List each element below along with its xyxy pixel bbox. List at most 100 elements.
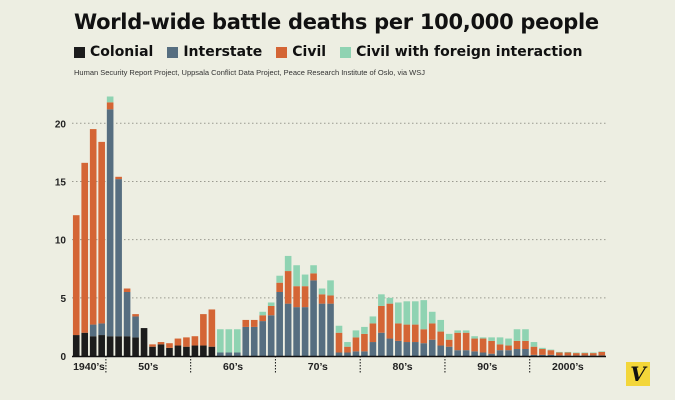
decade-label: 60’s bbox=[223, 361, 243, 373]
bar-segment-colonial bbox=[200, 345, 207, 356]
bar-segment-civil-foreign bbox=[284, 255, 292, 272]
bar-segment-interstate bbox=[564, 355, 572, 356]
y-tick-label: 10 bbox=[55, 236, 67, 247]
chart-source: Human Security Report Project, Uppsala C… bbox=[74, 68, 425, 77]
bar-segment-interstate bbox=[589, 355, 597, 356]
bar-segment-civil-foreign bbox=[411, 301, 419, 325]
bar-segment-interstate bbox=[573, 355, 580, 356]
bar-segment-interstate bbox=[437, 345, 445, 356]
bar-segment-interstate bbox=[344, 352, 351, 356]
decade-label: 80’s bbox=[393, 361, 413, 373]
bar-segment-interstate bbox=[522, 349, 529, 356]
bar-segment-interstate bbox=[403, 342, 411, 356]
bar-segment-civil bbox=[437, 331, 445, 346]
bar-segment-civil bbox=[293, 286, 300, 308]
bar-segment-interstate bbox=[318, 303, 326, 356]
bar-segment-civil bbox=[556, 352, 563, 356]
bar-segment-civil bbox=[564, 352, 572, 356]
bar-segment-civil-foreign bbox=[589, 352, 597, 354]
bar-segment-interstate bbox=[233, 352, 241, 356]
bar-segment-colonial bbox=[81, 332, 89, 356]
chart-title: World-wide battle deaths per 100,000 peo… bbox=[74, 10, 599, 34]
bar-segment-civil-foreign bbox=[496, 337, 504, 345]
legend-swatch-civil bbox=[276, 46, 288, 58]
decade-label: 90’s bbox=[477, 361, 497, 373]
bar-segment-civil-foreign bbox=[344, 342, 351, 347]
legend-item-civil: Civil bbox=[276, 44, 326, 60]
logo-letter: V bbox=[630, 362, 646, 386]
bar-segment-civil bbox=[479, 338, 487, 353]
bar-segment-civil bbox=[522, 340, 529, 350]
bar-segment-civil-foreign bbox=[310, 265, 317, 274]
bar-segment-civil-foreign bbox=[556, 351, 563, 353]
bar-segment-civil bbox=[208, 309, 216, 347]
bar-segment-civil bbox=[462, 332, 470, 351]
bar-segment-civil-foreign bbox=[479, 337, 487, 339]
legend-swatch-civil-foreign bbox=[340, 46, 352, 58]
bar-segment-interstate bbox=[115, 179, 122, 337]
bar-segment-civil-foreign bbox=[301, 274, 309, 287]
bar-segment-civil-foreign bbox=[276, 275, 283, 283]
y-tick-label: 0 bbox=[60, 352, 66, 363]
bar-segment-interstate bbox=[462, 350, 470, 356]
legend-swatch-interstate bbox=[167, 46, 179, 58]
bar-segment-interstate bbox=[530, 354, 538, 356]
y-tick-label: 5 bbox=[60, 294, 66, 305]
bar-segment-colonial bbox=[72, 335, 80, 356]
legend-label-civil-foreign: Civil with foreign interaction bbox=[356, 44, 583, 60]
bar-segment-interstate bbox=[420, 343, 428, 356]
bar-segment-colonial bbox=[140, 328, 148, 356]
decade-label: 50’s bbox=[138, 361, 158, 373]
bar-segment-interstate bbox=[276, 292, 283, 356]
bar-segment-colonial bbox=[132, 337, 139, 356]
bar-segment-civil-foreign bbox=[445, 333, 453, 340]
bar-segment-interstate bbox=[581, 355, 589, 356]
bar-segment-civil-foreign bbox=[106, 96, 114, 103]
bar-segment-civil bbox=[318, 294, 326, 304]
bar-segment-interstate bbox=[496, 350, 504, 356]
bar-segment-interstate bbox=[293, 307, 300, 356]
bar-segment-civil bbox=[174, 338, 182, 346]
bar-segment-interstate bbox=[327, 303, 334, 356]
bar-segment-civil bbox=[89, 129, 97, 325]
decade-label: 1940’s bbox=[73, 361, 105, 373]
bar-segment-civil bbox=[378, 305, 385, 333]
bar-segment-civil-foreign bbox=[395, 302, 402, 324]
bar-segment-interstate bbox=[471, 351, 478, 356]
bar-segment-civil bbox=[420, 329, 428, 344]
bar-segment-civil-foreign bbox=[522, 329, 529, 341]
bar-segment-interstate bbox=[123, 292, 131, 337]
bar-segment-civil-foreign bbox=[437, 319, 445, 332]
bar-segment-civil bbox=[183, 337, 190, 347]
legend-label-interstate: Interstate bbox=[183, 44, 263, 60]
bar-segment-interstate bbox=[301, 307, 309, 356]
bar-segment-civil bbox=[386, 303, 394, 339]
bar-segment-interstate bbox=[284, 303, 292, 356]
bar-segment-civil-foreign bbox=[564, 351, 572, 353]
bar-segment-civil bbox=[471, 338, 478, 352]
bar-segment-interstate bbox=[132, 316, 139, 338]
bar-segment-interstate bbox=[259, 321, 267, 356]
bar-segment-civil-foreign bbox=[471, 336, 478, 339]
bar-segment-civil bbox=[403, 324, 411, 343]
bar-segment-civil-foreign bbox=[598, 351, 606, 352]
bar-segment-colonial bbox=[149, 346, 156, 356]
bar-segment-civil bbox=[98, 141, 105, 324]
bar-segment-civil-foreign bbox=[267, 302, 275, 306]
bar-segment-interstate bbox=[539, 354, 546, 356]
bar-segment-interstate bbox=[454, 350, 461, 356]
bar-segment-civil bbox=[327, 295, 334, 304]
bar-segment-civil bbox=[361, 333, 368, 352]
bar-segment-colonial bbox=[115, 336, 122, 356]
bar-segment-civil-foreign bbox=[462, 330, 470, 333]
bar-segment-civil bbox=[505, 345, 512, 351]
bar-segment-civil bbox=[539, 349, 546, 355]
bar-segment-colonial bbox=[191, 345, 199, 356]
legend-swatch-colonial bbox=[74, 46, 85, 58]
bar-segment-interstate bbox=[352, 351, 360, 356]
bar-segment-civil bbox=[454, 332, 461, 351]
bar-segment-civil bbox=[445, 339, 453, 347]
bar-segment-interstate bbox=[242, 326, 250, 356]
bar-segment-interstate bbox=[217, 352, 224, 356]
bar-segment-civil bbox=[310, 273, 317, 281]
